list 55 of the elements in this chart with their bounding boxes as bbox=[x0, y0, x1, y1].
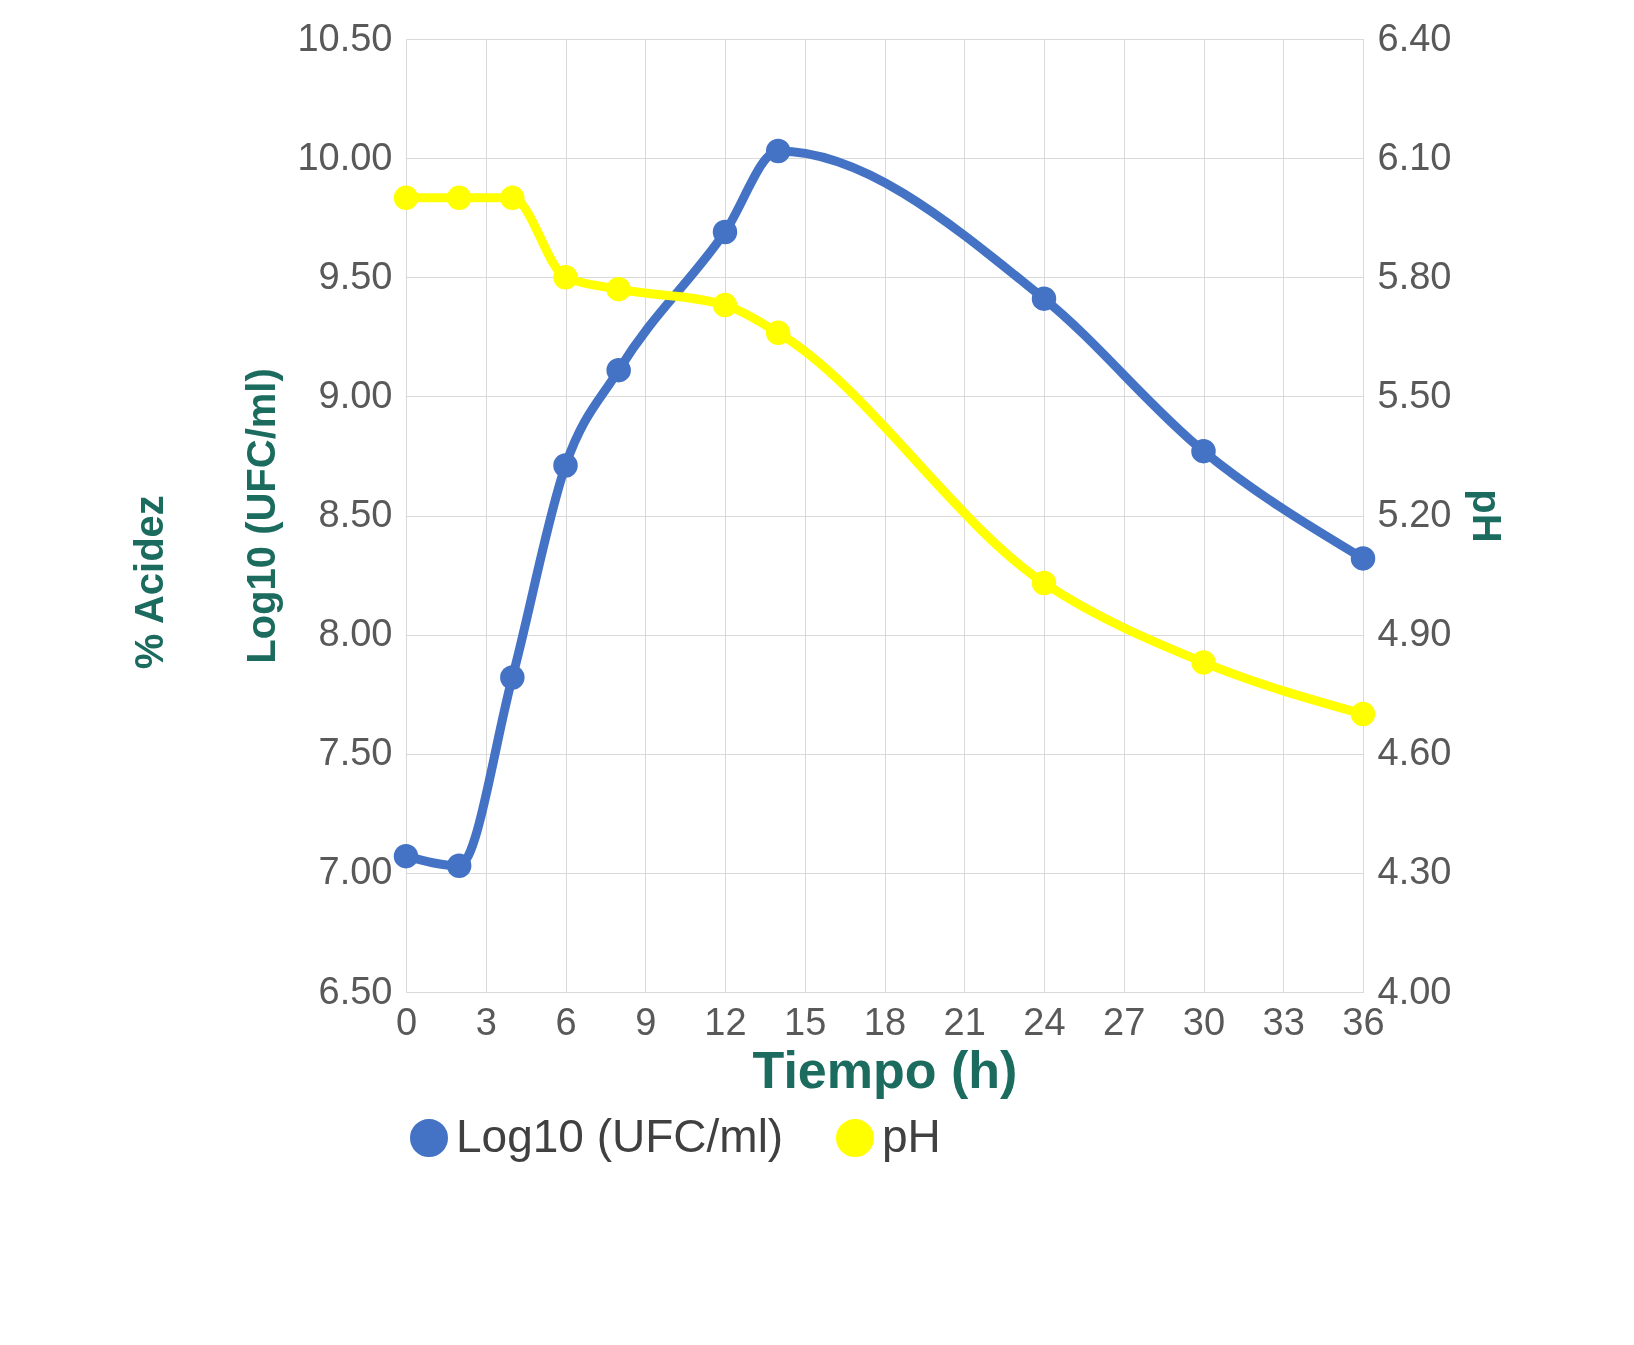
point bbox=[765, 320, 791, 346]
y-axis-title: Log10 (UFC/ml) bbox=[239, 368, 284, 664]
point bbox=[393, 843, 419, 869]
point bbox=[765, 138, 791, 164]
x-tick-label: 6 bbox=[555, 1000, 577, 1043]
point bbox=[1191, 650, 1216, 675]
y-tick-label: 9.50 bbox=[318, 254, 393, 297]
text: % Acidez bbox=[127, 495, 171, 670]
point bbox=[606, 357, 631, 383]
point bbox=[500, 185, 525, 211]
y-tick-label: 7.00 bbox=[318, 850, 393, 893]
y2-tick-label: 4.90 bbox=[1377, 612, 1452, 655]
point bbox=[1191, 438, 1216, 464]
y-tick-label: 10.00 bbox=[297, 135, 393, 178]
point bbox=[446, 853, 472, 878]
y2-tick-label: 6.10 bbox=[1377, 135, 1452, 178]
x-tick-label: 3 bbox=[475, 1000, 497, 1043]
y-tick-label: 9.00 bbox=[318, 373, 393, 416]
x-tick-label: 9 bbox=[635, 1000, 657, 1043]
legend-label: Log10 (UFC/ml) bbox=[456, 1110, 784, 1162]
x-tick-label: 12 bbox=[704, 1000, 747, 1043]
x-tick-label: 18 bbox=[863, 1000, 907, 1043]
y-tick-label: 8.50 bbox=[318, 493, 393, 535]
x-tick-label: 33 bbox=[1262, 1000, 1305, 1043]
x-tick-label: 0 bbox=[395, 1000, 418, 1043]
y2-tick-label: 5.20 bbox=[1377, 493, 1452, 535]
x-tick-label: 15 bbox=[784, 1000, 827, 1043]
point bbox=[712, 292, 738, 318]
y-tick-label: 8.00 bbox=[318, 612, 393, 655]
y2-axis-title: pH bbox=[1465, 489, 1510, 543]
y2-tick-label: 4.60 bbox=[1377, 731, 1452, 774]
point bbox=[446, 185, 472, 211]
point bbox=[500, 665, 525, 690]
x-tick-label: 30 bbox=[1182, 1000, 1226, 1043]
y-tick-label: 6.50 bbox=[318, 969, 393, 1012]
point bbox=[712, 219, 738, 245]
y2-tick-label: 4.30 bbox=[1377, 850, 1452, 893]
y-tick-label: 7.50 bbox=[318, 731, 393, 774]
y2-tick-label: 6.40 bbox=[1377, 16, 1452, 59]
x-tick-label: 24 bbox=[1023, 1000, 1066, 1043]
x-tick-label: 21 bbox=[943, 1000, 986, 1043]
point bbox=[1350, 546, 1376, 571]
point bbox=[606, 276, 631, 302]
point bbox=[393, 185, 419, 211]
y-tick-label: 10.50 bbox=[297, 16, 393, 59]
y2-tick-label: 5.80 bbox=[1377, 254, 1452, 297]
y2-tick-label: 5.50 bbox=[1377, 373, 1452, 416]
point bbox=[1031, 286, 1057, 311]
point bbox=[553, 265, 578, 290]
legend-label: pH bbox=[882, 1110, 941, 1162]
x-tick-label: 27 bbox=[1103, 1000, 1146, 1043]
point bbox=[1031, 570, 1057, 596]
point bbox=[1350, 701, 1376, 727]
point bbox=[553, 453, 578, 478]
x-axis-title: Tiempo (h) bbox=[752, 1040, 1018, 1099]
